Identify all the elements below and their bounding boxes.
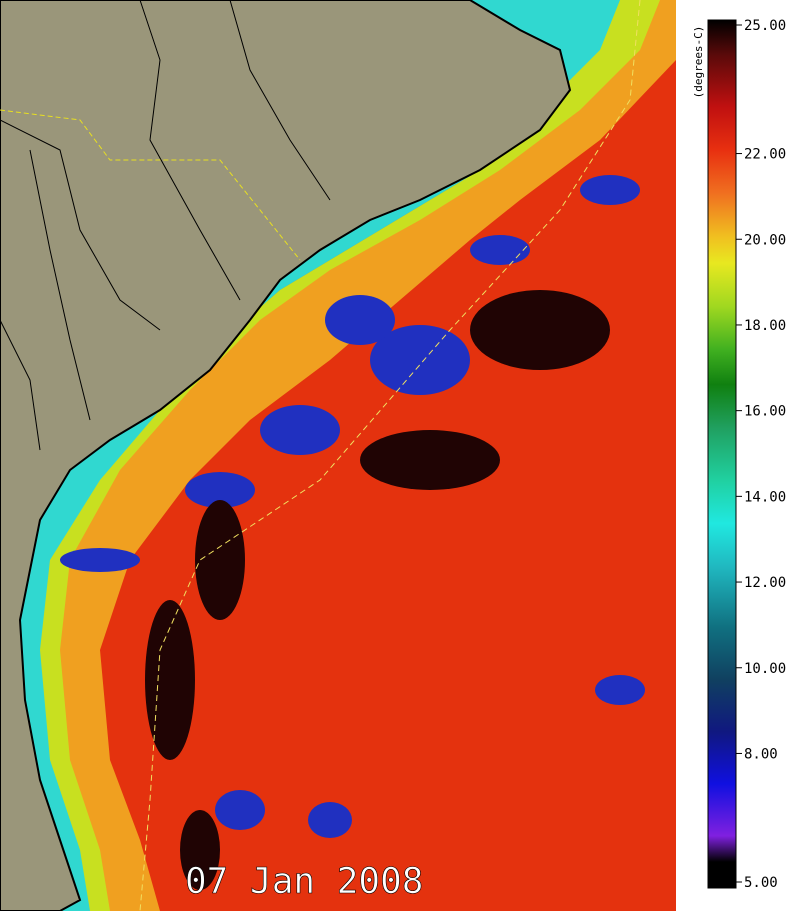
colorbar-tick-label: 10.00 bbox=[744, 661, 786, 677]
colorbar: (degrees-C) 25.00 22.00 20.00 18.00 16.00 14.… bbox=[692, 18, 786, 891]
colorbar-gradient bbox=[707, 19, 737, 889]
colorbar-tick-label: 18.00 bbox=[744, 318, 786, 334]
colorbar-tick-label: 16.00 bbox=[744, 404, 786, 420]
map: 07 Jan 2008 bbox=[0, 0, 676, 912]
shelf-band bbox=[10, 0, 660, 911]
gulf-stream-contour bbox=[139, 0, 641, 912]
date-label: 07 Jan 2008 bbox=[185, 861, 423, 902]
borders bbox=[0, 0, 331, 451]
colorbar-tick-label: 14.00 bbox=[744, 489, 786, 505]
colorbar-label: (degrees-C) bbox=[692, 26, 705, 99]
land bbox=[0, 0, 572, 912]
colorbar-tick-label: 25.00 bbox=[744, 18, 786, 34]
colorbar-tick-label: 8.00 bbox=[744, 746, 778, 762]
colorbar-tick-label: 20.00 bbox=[744, 232, 786, 248]
warm-core bbox=[145, 290, 610, 890]
cold-patches bbox=[60, 175, 645, 838]
state-line bbox=[0, 109, 301, 261]
colorbar-tick-label: 12.00 bbox=[744, 575, 786, 591]
colorbar-tick-label: 22.00 bbox=[744, 147, 786, 163]
colorbar-tick-label: 5.00 bbox=[744, 875, 778, 891]
